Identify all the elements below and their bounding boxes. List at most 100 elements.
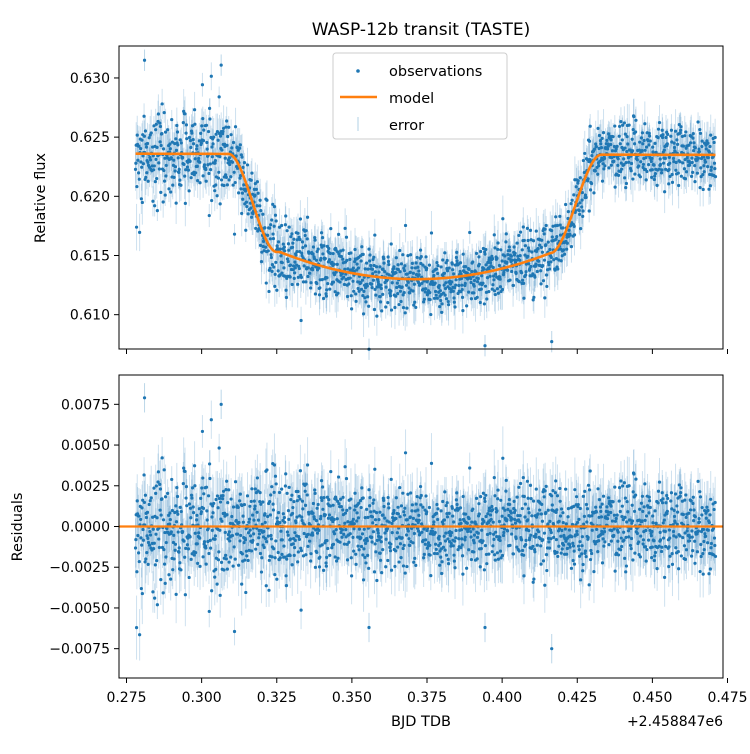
flux-point xyxy=(196,179,199,182)
flux-point xyxy=(479,301,482,304)
flux-point xyxy=(642,163,645,166)
flux-point xyxy=(325,295,328,298)
flux-point xyxy=(304,280,307,283)
flux-point xyxy=(573,233,576,236)
flux-point xyxy=(640,149,643,152)
flux-point xyxy=(338,280,341,283)
flux-point xyxy=(350,307,353,310)
flux-point xyxy=(493,246,496,249)
flux-point xyxy=(269,237,272,240)
flux-point xyxy=(493,289,496,292)
flux-point xyxy=(498,264,501,267)
flux-point xyxy=(147,180,150,183)
flux-point xyxy=(634,130,637,133)
flux-point xyxy=(440,302,443,305)
legend-observations-label: observations xyxy=(389,64,482,80)
flux-point xyxy=(247,212,250,215)
flux-point xyxy=(264,246,267,249)
flux-point xyxy=(190,176,193,179)
flux-point xyxy=(277,240,280,243)
flux-point xyxy=(170,118,173,121)
flux-point xyxy=(678,160,681,163)
flux-point xyxy=(354,300,357,303)
flux-point xyxy=(304,244,307,247)
flux-point xyxy=(578,213,581,216)
flux-point xyxy=(387,260,390,263)
flux-point xyxy=(192,142,195,145)
flux-point xyxy=(138,231,141,234)
flux-point xyxy=(336,263,339,266)
flux-x-axis xyxy=(127,349,728,354)
flux-point xyxy=(366,295,369,298)
flux-point xyxy=(583,152,586,155)
flux-point xyxy=(438,284,441,287)
flux-point xyxy=(585,196,588,199)
flux-point xyxy=(251,212,254,215)
flux-point xyxy=(239,187,242,190)
flux-point xyxy=(142,115,145,118)
flux-point xyxy=(291,242,294,245)
flux-point xyxy=(183,175,186,178)
flux-point xyxy=(250,179,253,182)
flux-point xyxy=(387,255,390,258)
flux-point xyxy=(368,253,371,256)
flux-point xyxy=(160,132,163,135)
flux-point xyxy=(230,146,233,149)
flux-point xyxy=(284,289,287,292)
flux-point xyxy=(154,180,157,183)
flux-point xyxy=(405,307,408,310)
flux-point xyxy=(452,296,455,299)
flux-point xyxy=(713,141,716,144)
flux-point xyxy=(275,219,278,222)
flux-point xyxy=(380,309,383,312)
flux-point xyxy=(384,285,387,288)
flux-point xyxy=(444,281,447,284)
flux-point xyxy=(510,270,513,273)
flux-point xyxy=(188,136,191,139)
flux-point xyxy=(175,124,178,127)
flux-point xyxy=(692,149,695,152)
flux-point xyxy=(611,149,614,152)
flux-point xyxy=(432,274,435,277)
flux-point xyxy=(225,119,228,122)
flux-point xyxy=(381,293,384,296)
flux-point xyxy=(194,171,197,174)
flux-point xyxy=(452,272,455,275)
flux-point xyxy=(184,168,187,171)
flux-point xyxy=(343,283,346,286)
flux-point xyxy=(580,198,583,201)
flux-point xyxy=(307,252,310,255)
flux-point xyxy=(573,225,576,228)
flux-point xyxy=(165,164,168,167)
flux-point xyxy=(632,128,635,131)
flux-point xyxy=(619,120,622,123)
flux-point xyxy=(430,231,433,234)
flux-point xyxy=(510,259,513,262)
flux-point xyxy=(249,206,252,209)
flux-point xyxy=(176,143,179,146)
flux-point xyxy=(161,102,164,105)
flux-point xyxy=(684,130,687,133)
flux-point xyxy=(232,141,235,144)
flux-point xyxy=(708,145,711,148)
flux-point xyxy=(141,201,144,204)
flux-point xyxy=(532,239,535,242)
flux-point xyxy=(170,156,173,159)
flux-point xyxy=(660,168,663,171)
flux-point xyxy=(639,160,642,163)
flux-point xyxy=(668,162,671,165)
flux-point xyxy=(702,164,705,167)
flux-point xyxy=(227,126,230,129)
flux-point xyxy=(634,119,637,122)
flux-point xyxy=(379,300,382,303)
flux-point xyxy=(713,167,716,170)
flux-point xyxy=(379,295,382,298)
flux-point xyxy=(524,244,527,247)
flux-point xyxy=(273,205,276,208)
flux-point xyxy=(390,242,393,245)
flux-point xyxy=(508,279,511,282)
flux-point xyxy=(644,156,647,159)
flux-point xyxy=(371,268,374,271)
flux-point xyxy=(272,265,275,268)
flux-point xyxy=(641,142,644,145)
